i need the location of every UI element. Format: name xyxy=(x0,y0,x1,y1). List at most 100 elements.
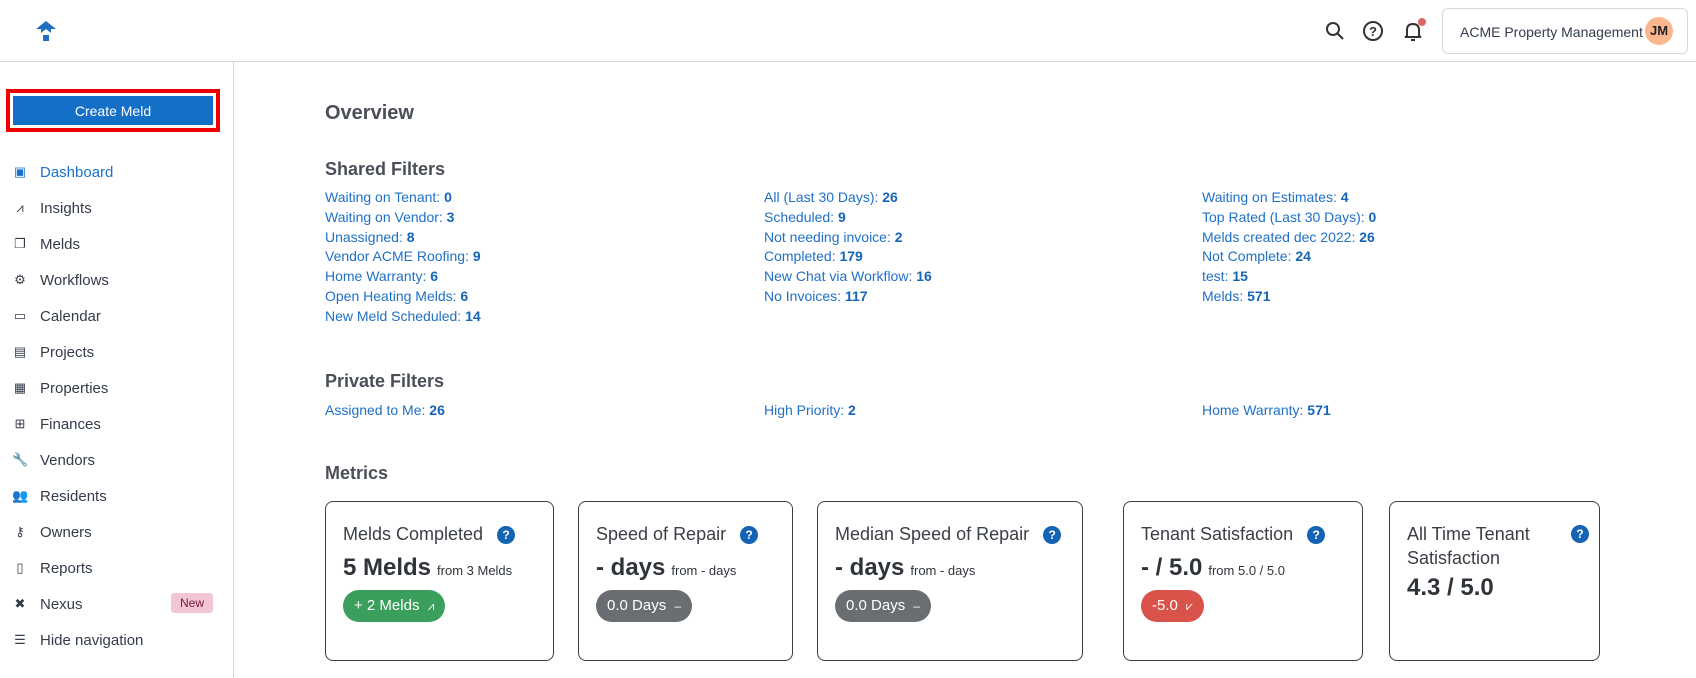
sidebar-item-nexus[interactable]: ✖ Nexus New xyxy=(0,586,233,622)
metric-value: - days from - days xyxy=(596,554,736,582)
shared-filter-link[interactable]: Open Heating Melds: 6 xyxy=(325,287,469,304)
shared-filter-link[interactable]: Top Rated (Last 30 Days): 0 xyxy=(1202,208,1377,225)
metric-change-pill: 0.0 Days – xyxy=(835,590,932,622)
sidebar-item-label: Vendors xyxy=(40,451,96,469)
bell-icon[interactable] xyxy=(1401,19,1425,43)
filter-label: Scheduled xyxy=(764,208,831,225)
metric-title-text: Melds Completed xyxy=(343,524,484,544)
private-filters-column: Assigned to Me: 26 xyxy=(325,401,445,421)
metric-title-text: Tenant Satisfaction xyxy=(1141,524,1294,544)
sidebar-item-label: Finances xyxy=(40,415,101,433)
filter-count: 0 xyxy=(444,189,452,205)
private-filter-link[interactable]: High Priority: 2 xyxy=(764,402,856,418)
shared-filter-link[interactable]: Waiting on Vendor: 3 xyxy=(325,208,455,225)
sidebar-item-vendors[interactable]: 🔧 Vendors xyxy=(0,442,233,478)
shared-filter-link[interactable]: Waiting on Tenant: 0 xyxy=(325,189,452,205)
sidebar-nav: ▣ Dashboard ⩘ Insights ❐ Melds ⚙ Workflows ▭ Cale… xyxy=(0,154,233,658)
shared-filter-link[interactable]: No Invoices: 117 xyxy=(764,287,868,304)
sidebar-item-melds[interactable]: ❐ Melds xyxy=(0,226,233,262)
sidebar-item-dashboard[interactable]: ▣ Dashboard xyxy=(0,154,233,190)
help-icon[interactable]: ? xyxy=(740,526,759,545)
filter-count: 24 xyxy=(1295,248,1311,265)
help-icon[interactable]: ? xyxy=(1043,526,1062,545)
metric-change: + 2 Melds xyxy=(354,597,420,614)
metric-title: All Time Tenant Satisfaction? xyxy=(1407,522,1589,570)
filter-label: High Priority xyxy=(764,402,841,418)
logo-icon[interactable] xyxy=(34,20,58,42)
shared-filter-link[interactable]: Waiting on Estimates: 4 xyxy=(1202,189,1349,205)
help-icon[interactable]: ? xyxy=(497,526,516,545)
metric-value-text: 5 Melds xyxy=(343,554,432,581)
filter-label: Open Heating Melds xyxy=(325,287,453,304)
filter-label: New Chat via Workflow xyxy=(764,268,909,285)
metric-value-text: 4.3 / 5.0 xyxy=(1407,574,1494,601)
filter-count: 15 xyxy=(1232,268,1248,285)
metric-value: - / 5.0 from 5.0 / 5.0 xyxy=(1141,554,1285,582)
sidebar-item-reports[interactable]: ▯ Reports xyxy=(0,550,233,586)
insights-icon: ⩘ xyxy=(16,200,24,215)
filter-label: Home Warranty xyxy=(325,268,423,285)
sidebar-item-projects[interactable]: ▤ Projects xyxy=(0,334,233,370)
create-meld-button[interactable]: Create Meld xyxy=(13,96,213,125)
org-switcher[interactable]: ACME Property Management JM xyxy=(1442,8,1688,54)
filter-count: 16 xyxy=(916,268,932,285)
private-filter-link[interactable]: Assigned to Me: 26 xyxy=(325,402,445,418)
shared-filter-link[interactable]: test: 15 xyxy=(1202,268,1248,285)
shared-filter-link[interactable]: New Chat via Workflow: 16 xyxy=(764,268,932,285)
shared-filter-link[interactable]: All (Last 30 Days): 26 xyxy=(764,189,898,205)
sidebar-item-label: Insights xyxy=(40,199,92,217)
sidebar-item-label: Melds xyxy=(40,235,81,253)
help-icon[interactable]: ? xyxy=(1361,19,1385,43)
shared-filter-link[interactable]: Vendor ACME Roofing: 9 xyxy=(325,248,481,265)
filter-label: Waiting on Tenant xyxy=(325,189,437,205)
projects-icon: ▤ xyxy=(13,344,27,359)
metrics-heading: Metrics xyxy=(325,463,389,483)
filter-count: 9 xyxy=(472,248,481,265)
avatar[interactable]: JM xyxy=(1645,17,1673,45)
metric-change: 0.0 Days xyxy=(846,597,906,614)
shared-filter-link[interactable]: New Meld Scheduled: 14 xyxy=(325,307,481,324)
shared-filter-link[interactable]: Melds: 571 xyxy=(1202,287,1271,304)
filter-label: All (Last 30 Days) xyxy=(764,189,875,205)
sidebar-item-owners[interactable]: ⚷ Owners xyxy=(0,514,233,550)
filter-label: Not needing invoice xyxy=(764,228,887,245)
sidebar-item-properties[interactable]: ▦ Properties xyxy=(0,370,233,406)
shared-filter-link[interactable]: Not Complete: 24 xyxy=(1202,248,1311,265)
shared-filters-column: Waiting on Estimates: 4 Top Rated (Last 3… xyxy=(1202,188,1376,307)
private-filter-link[interactable]: Home Warranty: 571 xyxy=(1202,402,1331,418)
page-title: Overview xyxy=(325,102,414,124)
help-icon[interactable]: ? xyxy=(1571,525,1589,543)
filter-label: test xyxy=(1202,268,1225,285)
shared-filter-link[interactable]: Melds created dec 2022: 26 xyxy=(1202,228,1375,245)
metric-card: All Time Tenant Satisfaction? 4.3 / 5.0 xyxy=(1389,501,1600,661)
sidebar-item-hide-navigation[interactable]: ☰ Hide navigation xyxy=(0,622,233,658)
shared-filter-link[interactable]: Home Warranty: 6 xyxy=(325,268,439,285)
sidebar-item-label: Projects xyxy=(40,343,95,361)
key-icon: ⚷ xyxy=(15,524,25,539)
metric-title: Melds Completed? xyxy=(343,522,516,546)
shared-filter-link[interactable]: Completed: 179 xyxy=(764,248,863,265)
sidebar-item-label: Dashboard xyxy=(40,163,114,181)
sidebar-item-residents[interactable]: 👥 Residents xyxy=(0,478,233,514)
metric-title-text: Speed of Repair xyxy=(596,524,727,544)
shared-filter-link[interactable]: Not needing invoice: 2 xyxy=(764,228,903,245)
shared-filters-column: Waiting on Tenant: 0 Waiting on Vendor: 3… xyxy=(325,188,481,327)
shared-filter-link[interactable]: Unassigned: 8 xyxy=(325,228,415,245)
metric-value-text: - / 5.0 xyxy=(1141,554,1203,581)
search-icon[interactable] xyxy=(1323,19,1347,43)
sidebar-item-insights[interactable]: ⩘ Insights xyxy=(0,190,233,226)
top-header: ? ACME Property Management JM xyxy=(0,0,1696,62)
filter-label: Melds xyxy=(1202,287,1240,304)
metric-from: from 3 Melds xyxy=(437,563,513,578)
trend-down-icon: ⩗ xyxy=(1186,599,1193,613)
shared-filter-link[interactable]: Scheduled: 9 xyxy=(764,208,846,225)
metric-from: from 5.0 / 5.0 xyxy=(1208,563,1285,578)
dashboard-icon: ▣ xyxy=(13,164,27,179)
sidebar-item-finances[interactable]: ⊞ Finances xyxy=(0,406,233,442)
metric-change-pill: -5.0 ⩗ xyxy=(1141,590,1204,622)
sidebar-item-workflows[interactable]: ⚙ Workflows xyxy=(0,262,233,298)
help-icon[interactable]: ? xyxy=(1307,526,1326,545)
reports-icon: ▯ xyxy=(16,560,24,575)
sidebar-item-calendar[interactable]: ▭ Calendar xyxy=(0,298,233,334)
metric-title-text: Median Speed of Repair xyxy=(835,524,1030,544)
